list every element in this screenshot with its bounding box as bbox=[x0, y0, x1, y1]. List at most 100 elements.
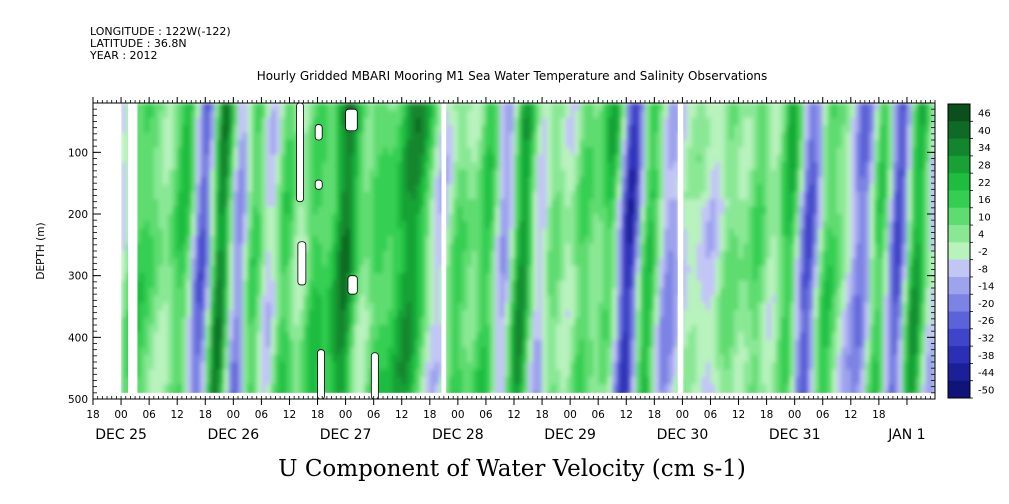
x-tick-label: 06 bbox=[367, 409, 381, 421]
colorbar-label: -50 bbox=[978, 385, 994, 396]
x-date-label: DEC 28 bbox=[432, 427, 484, 443]
x-tick-label: 12 bbox=[844, 409, 857, 421]
x-tick-label: 00 bbox=[114, 409, 127, 421]
x-tick-label: 00 bbox=[451, 409, 464, 421]
missing-patch-4 bbox=[345, 108, 358, 132]
x-tick-label: 18 bbox=[199, 409, 212, 421]
missing-patch-3 bbox=[314, 179, 323, 190]
colorbar-label: -38 bbox=[978, 351, 994, 362]
colorbar-swatch bbox=[948, 259, 970, 278]
missing-patch-6 bbox=[317, 349, 325, 399]
x-tick-label: 12 bbox=[395, 409, 408, 421]
chart-title: Hourly Gridded MBARI Mooring M1 Sea Wate… bbox=[257, 69, 768, 83]
x-tick-label: 06 bbox=[142, 409, 156, 421]
colorbar-swatch bbox=[948, 242, 970, 261]
colorbar-swatch bbox=[948, 155, 970, 174]
x-tick-label: 18 bbox=[760, 409, 773, 421]
colorbar-swatch bbox=[948, 138, 970, 157]
colorbar-label: 28 bbox=[978, 161, 991, 172]
x-tick-label: 18 bbox=[423, 409, 436, 421]
colorbar-swatch bbox=[948, 225, 970, 243]
x-tick-label: 06 bbox=[816, 409, 830, 421]
colorbar-swatch bbox=[948, 207, 970, 226]
data-gap-0 bbox=[128, 103, 138, 399]
heatmap-field bbox=[121, 103, 935, 399]
colorbar-frame bbox=[947, 103, 971, 399]
latitude-label: LATITUDE : 36.8N bbox=[90, 37, 187, 50]
no-data-left bbox=[93, 103, 122, 399]
y-tick-label: 400 bbox=[68, 332, 88, 344]
colorbar-label: -8 bbox=[978, 264, 988, 275]
x-date-label: JAN 1 bbox=[887, 427, 925, 443]
colorbar-label: -2 bbox=[978, 247, 988, 258]
colorbar-swatch bbox=[948, 328, 970, 347]
x-tick-label: 12 bbox=[732, 409, 745, 421]
x-date-label: DEC 29 bbox=[544, 427, 596, 443]
missing-patch-0 bbox=[296, 103, 304, 203]
colorbar-label: -20 bbox=[978, 299, 994, 310]
x-tick-label: 06 bbox=[255, 409, 269, 421]
x-axis-title: U Component of Water Velocity (cm s-1) bbox=[278, 456, 746, 482]
colorbar-swatch bbox=[948, 311, 970, 330]
x-tick-label: 12 bbox=[283, 409, 296, 421]
x-tick-label: 18 bbox=[535, 409, 548, 421]
x-tick-label: 00 bbox=[339, 409, 352, 421]
y-tick-label: 300 bbox=[68, 271, 88, 283]
no-data-bottom bbox=[93, 392, 935, 399]
x-tick-label: 18 bbox=[872, 409, 885, 421]
x-tick-label: 00 bbox=[676, 409, 689, 421]
colorbar-label: 46 bbox=[978, 109, 991, 120]
y-axis: 100 200 300 400 500 bbox=[68, 102, 935, 406]
colorbar-label: -44 bbox=[978, 368, 994, 379]
y-axis-title: DEPTH (m) bbox=[35, 222, 47, 279]
colorbar-swatch bbox=[948, 104, 970, 122]
x-tick-label: 06 bbox=[704, 409, 718, 421]
colorbar-swatch bbox=[948, 380, 970, 399]
colorbar-label: 22 bbox=[978, 178, 991, 189]
colorbar-label: -26 bbox=[978, 316, 994, 327]
missing-patch-7 bbox=[370, 352, 379, 399]
data-gap-2 bbox=[677, 103, 684, 399]
colorbar-label: 4 bbox=[978, 230, 984, 241]
colorbar-label: -14 bbox=[978, 282, 994, 293]
x-tick-label: 12 bbox=[507, 409, 520, 421]
x-axis: 18 00 06 12 18 00 06 12 18 00 06 12 18 00 06 12 18 00 06 12… bbox=[86, 97, 936, 443]
colorbar-swatch bbox=[948, 294, 970, 312]
colorbar-label: 34 bbox=[978, 143, 991, 154]
x-tick-label: 12 bbox=[171, 409, 184, 421]
x-date-label: DEC 26 bbox=[207, 427, 259, 443]
x-tick-label: 18 bbox=[311, 409, 324, 421]
x-date-label: DEC 31 bbox=[769, 427, 821, 443]
x-tick-label: 06 bbox=[479, 409, 493, 421]
colorbar-label: 10 bbox=[978, 212, 991, 223]
colorbar-label: -32 bbox=[978, 333, 994, 344]
x-tick-label: 00 bbox=[227, 409, 240, 421]
data-gap-1 bbox=[441, 103, 447, 399]
x-date-label: DEC 30 bbox=[657, 427, 709, 443]
colorbar-swatch bbox=[948, 363, 970, 382]
x-tick-label: 00 bbox=[788, 409, 801, 421]
colorbar-swatch bbox=[948, 276, 970, 295]
year-label: YEAR : 2012 bbox=[89, 49, 158, 62]
x-tick-label: 18 bbox=[648, 409, 661, 421]
colorbar: 46 40 34 28 22 16 10 4 -2 -8 -14 -20 -26 -32 -38 -44 -50 bbox=[947, 103, 994, 399]
missing-patch-2 bbox=[314, 124, 323, 141]
y-tick-label: 500 bbox=[68, 394, 88, 406]
x-tick-label: 00 bbox=[563, 409, 576, 421]
x-date-label: DEC 25 bbox=[95, 427, 147, 443]
colorbar-label: 40 bbox=[978, 126, 991, 137]
colorbar-swatch bbox=[948, 173, 970, 191]
y-tick-label: 100 bbox=[68, 147, 88, 159]
colorbar-swatch bbox=[948, 346, 970, 364]
x-date-label: DEC 27 bbox=[320, 427, 372, 443]
colorbar-label: 16 bbox=[978, 195, 991, 206]
y-tick-label: 200 bbox=[68, 209, 88, 221]
missing-patch-1 bbox=[297, 241, 307, 286]
colorbar-swatch bbox=[948, 121, 970, 139]
missing-patch-5 bbox=[347, 275, 358, 295]
longitude-label: LONGITUDE : 122W(-122) bbox=[90, 25, 231, 38]
x-tick-label: 06 bbox=[592, 409, 606, 421]
x-tick-label: 18 bbox=[86, 409, 99, 421]
x-tick-label: 12 bbox=[620, 409, 633, 421]
